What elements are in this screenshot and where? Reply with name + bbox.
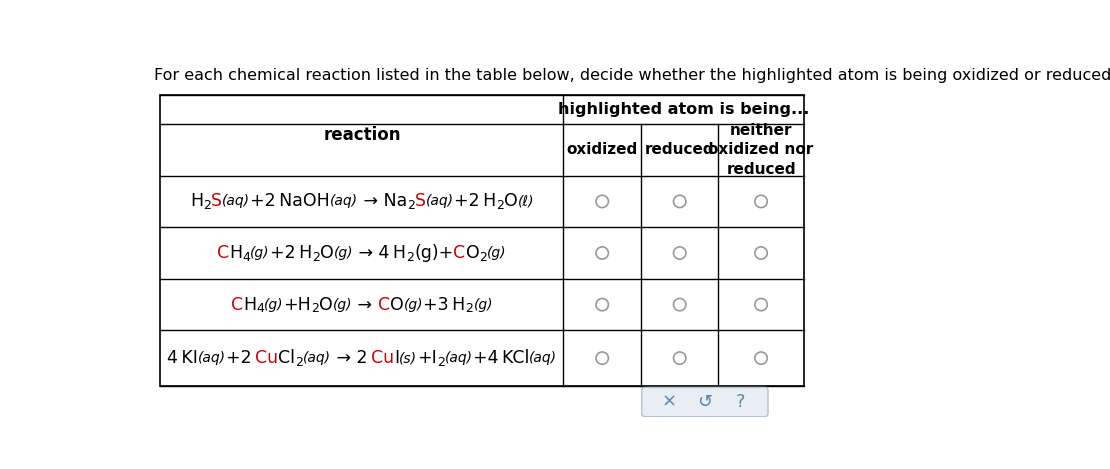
Text: +2 NaOH: +2 NaOH: [250, 192, 330, 211]
Text: +3 H: +3 H: [423, 295, 465, 314]
Text: highlighted atom is being...: highlighted atom is being...: [558, 102, 809, 117]
Text: 2: 2: [295, 356, 303, 369]
Text: (g): (g): [487, 246, 506, 260]
Text: (aq): (aq): [330, 195, 357, 208]
Text: 2: 2: [406, 251, 414, 264]
Text: 2: 2: [312, 251, 320, 264]
Circle shape: [755, 298, 767, 311]
Bar: [161, 95, 804, 386]
Text: → Na: → Na: [357, 192, 407, 211]
Text: ?: ?: [736, 393, 746, 411]
Text: 2: 2: [437, 356, 445, 369]
Text: (aq): (aq): [222, 195, 250, 208]
Text: +4 KCl: +4 KCl: [473, 349, 529, 367]
Text: +2 H: +2 H: [454, 192, 496, 211]
Text: (g): (g): [334, 246, 353, 260]
Text: (aq): (aq): [198, 351, 225, 365]
Circle shape: [755, 247, 767, 259]
Text: (aq): (aq): [529, 351, 557, 365]
Circle shape: [596, 247, 608, 259]
Text: Cu: Cu: [371, 349, 394, 367]
Text: (aq): (aq): [426, 195, 454, 208]
Text: Cl: Cl: [278, 349, 295, 367]
Text: 2: 2: [496, 199, 504, 212]
Text: C: C: [231, 295, 243, 314]
Circle shape: [755, 352, 767, 364]
Text: S: S: [211, 192, 222, 211]
Text: → 2: → 2: [331, 349, 371, 367]
Text: I: I: [394, 349, 400, 367]
Text: (ℓ): (ℓ): [517, 195, 534, 208]
Text: 4: 4: [256, 303, 264, 315]
Text: reduced: reduced: [645, 142, 715, 157]
Text: (g): (g): [404, 298, 423, 311]
Text: C: C: [377, 295, 390, 314]
Text: O: O: [390, 295, 404, 314]
Text: (g): (g): [264, 298, 283, 311]
Text: → 4 H: → 4 H: [353, 244, 406, 262]
Text: H: H: [243, 295, 256, 314]
Text: (s): (s): [400, 351, 417, 365]
Text: neither
oxidized nor
reduced: neither oxidized nor reduced: [708, 123, 814, 176]
Text: S: S: [415, 192, 426, 211]
Text: C: C: [218, 244, 230, 262]
Text: +2: +2: [225, 349, 255, 367]
Text: O: O: [504, 192, 517, 211]
Text: ↺: ↺: [697, 393, 713, 411]
Text: (aq): (aq): [303, 351, 331, 365]
Circle shape: [674, 352, 686, 364]
Text: ×: ×: [662, 393, 676, 411]
Text: +2 H: +2 H: [270, 244, 312, 262]
Circle shape: [596, 195, 608, 208]
Text: O: O: [465, 244, 480, 262]
Circle shape: [674, 298, 686, 311]
Text: reaction: reaction: [323, 126, 401, 144]
Text: H: H: [190, 192, 203, 211]
Text: (g): (g): [474, 298, 493, 311]
Circle shape: [596, 298, 608, 311]
Text: 2: 2: [203, 199, 211, 212]
Text: (g)+: (g)+: [414, 244, 453, 262]
Circle shape: [674, 195, 686, 208]
Text: +H: +H: [283, 295, 311, 314]
Text: 2: 2: [465, 303, 474, 315]
Text: C: C: [453, 244, 465, 262]
Text: 4: 4: [242, 251, 251, 264]
Text: For each chemical reaction listed in the table below, decide whether the highlig: For each chemical reaction listed in the…: [154, 68, 1110, 83]
Text: (g): (g): [333, 298, 353, 311]
Text: +I: +I: [417, 349, 437, 367]
Text: O: O: [320, 295, 333, 314]
Text: (g): (g): [251, 246, 270, 260]
Text: O: O: [320, 244, 334, 262]
Text: Cu: Cu: [255, 349, 278, 367]
Text: (aq): (aq): [445, 351, 473, 365]
Text: →: →: [353, 295, 377, 314]
Text: 2: 2: [311, 303, 320, 315]
FancyBboxPatch shape: [642, 387, 768, 416]
Text: 2: 2: [480, 251, 487, 264]
Text: oxidized: oxidized: [566, 142, 638, 157]
Text: 4 KI: 4 KI: [166, 349, 198, 367]
Text: H: H: [230, 244, 242, 262]
Circle shape: [674, 247, 686, 259]
Circle shape: [596, 352, 608, 364]
Circle shape: [755, 195, 767, 208]
Text: 2: 2: [407, 199, 415, 212]
